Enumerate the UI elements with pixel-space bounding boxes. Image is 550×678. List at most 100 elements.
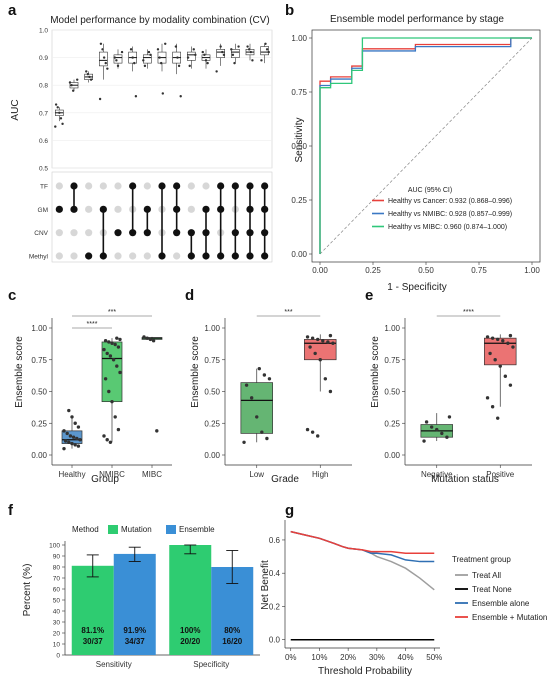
panel-a-point bbox=[247, 48, 251, 51]
panel-a-upset-dot-off bbox=[114, 205, 122, 213]
panel-g-legend-label: Ensemble alone bbox=[472, 599, 530, 608]
panel-c-point bbox=[145, 336, 149, 340]
panel-a-upset-dot-on bbox=[85, 252, 93, 260]
panel-a-upset-dot-off bbox=[114, 252, 122, 260]
panel-a-point bbox=[231, 53, 235, 57]
panel-e-point bbox=[440, 431, 444, 436]
panel-e-point bbox=[493, 358, 497, 362]
panel-g-xtick: 40% bbox=[398, 653, 414, 662]
panel-b-ytick: 0.75 bbox=[291, 88, 307, 97]
panel-c-point bbox=[102, 347, 106, 352]
panel-e-point bbox=[490, 336, 495, 340]
panel-a-point bbox=[70, 84, 73, 87]
panel-e-ytick: 1.00 bbox=[384, 324, 400, 333]
panel-c-xtick: NMIBC bbox=[99, 470, 125, 479]
panel-d-chart: Grade Ensemble score 0.00 0.25 0.50 0.75 1.0… bbox=[190, 309, 352, 485]
panel-d-point bbox=[316, 434, 320, 438]
panel-a-point bbox=[221, 50, 224, 54]
panel-f-legend-label: Mutation bbox=[121, 525, 152, 534]
panel-c-point bbox=[62, 429, 66, 433]
panel-e-point bbox=[511, 345, 515, 349]
panel-a-ytick: 0.6 bbox=[39, 138, 48, 145]
panel-d-point bbox=[326, 340, 330, 344]
panel-e-signif-label: **** bbox=[463, 309, 474, 316]
panel-a-upset-dot-off bbox=[55, 252, 63, 260]
panel-a-upset-dot-off bbox=[70, 252, 78, 260]
panel-d-ylabel: Ensemble score bbox=[190, 336, 201, 408]
panel-a-point bbox=[116, 64, 120, 68]
panel-a-point bbox=[149, 53, 152, 57]
panel-a-point bbox=[219, 45, 222, 48]
panel-g-chart: Threshold Probability Net Benefit Treatm… bbox=[260, 520, 547, 677]
panel-a-point bbox=[133, 61, 136, 65]
panel-a-box bbox=[260, 46, 269, 56]
panel-f-chart: Method Percent (%) 0 10 20 30 40 50 60 70 80 90 10… bbox=[22, 525, 260, 669]
panel-e-point bbox=[506, 341, 510, 345]
panel-c-ytick: 0.75 bbox=[31, 356, 47, 365]
panel-b-xtick: 0.00 bbox=[312, 266, 328, 275]
panel-e-point bbox=[422, 439, 426, 443]
panel-c-xlabel: Group bbox=[91, 474, 119, 485]
panel-e-point bbox=[424, 420, 429, 424]
panel-a-upset-dot-off bbox=[99, 182, 107, 190]
panel-c-point bbox=[65, 431, 69, 436]
panel-a-point bbox=[68, 81, 72, 84]
panel-label-e: e bbox=[365, 287, 373, 304]
panel-c-point bbox=[155, 429, 159, 433]
panel-d-xtick: Low bbox=[249, 470, 264, 479]
panel-a-upset-dot-off bbox=[187, 182, 195, 190]
panel-d-xlabel: Grade bbox=[271, 474, 299, 485]
panel-c-ytick: 1.00 bbox=[31, 324, 47, 333]
panel-e-point bbox=[435, 427, 439, 432]
panel-d-point bbox=[249, 396, 254, 400]
panel-c-point bbox=[107, 389, 111, 394]
panel-c-point bbox=[118, 370, 122, 375]
panel-e-point bbox=[503, 374, 508, 378]
panel-e-point bbox=[445, 435, 449, 439]
panel-a-point bbox=[264, 42, 267, 45]
panel-g-xtick: 20% bbox=[340, 653, 356, 662]
panel-a-point bbox=[113, 56, 116, 59]
panel-f-bar bbox=[169, 545, 212, 655]
panel-d-point bbox=[310, 430, 315, 434]
panel-f-ytick: 10 bbox=[53, 642, 61, 649]
panel-c-chart: Group Ensemble score 0.00 0.25 0.50 0.75 1.0… bbox=[14, 309, 172, 485]
panel-e-point bbox=[447, 415, 452, 419]
panel-d-point bbox=[305, 335, 310, 339]
panel-d-point bbox=[328, 333, 333, 338]
panel-c-point bbox=[73, 443, 77, 447]
panel-c-point bbox=[110, 341, 114, 345]
panel-e-xtick: Positive bbox=[486, 470, 515, 479]
panel-c-ytick: 0.25 bbox=[31, 419, 47, 428]
panel-a-point bbox=[89, 78, 93, 81]
panel-f-ytick: 60 bbox=[53, 587, 61, 594]
panel-a-box bbox=[187, 51, 196, 61]
panel-a-point bbox=[267, 50, 270, 54]
panel-c-point bbox=[116, 345, 121, 349]
panel-a-point bbox=[177, 64, 181, 68]
panel-label-a: a bbox=[8, 2, 17, 19]
panel-a-point bbox=[102, 56, 106, 59]
panel-a-upset-dot-off bbox=[85, 205, 93, 213]
panel-a-point bbox=[222, 53, 226, 57]
panel-a-upset-dot-on bbox=[202, 205, 210, 213]
panel-a-point bbox=[179, 95, 182, 98]
panel-d-point bbox=[305, 427, 310, 432]
panel-c-point bbox=[108, 440, 113, 444]
panel-a-upset-rowlabel: GM bbox=[38, 207, 48, 214]
panel-a-upset-dot-off bbox=[55, 182, 63, 190]
panel-a-upset-rowlabel: CNV bbox=[34, 230, 48, 237]
panel-c-point bbox=[67, 408, 71, 413]
panel-e-ylabel: Ensemble score bbox=[370, 336, 381, 408]
panel-a-ylabel: AUC bbox=[10, 99, 21, 120]
panel-d-box bbox=[240, 382, 273, 434]
panel-b-legend-title: AUC (95% CI) bbox=[408, 187, 452, 194]
panel-f-bar-label: 34/37 bbox=[125, 637, 146, 646]
panel-f-ytick: 50 bbox=[53, 598, 61, 605]
panel-a-upset-dot-on bbox=[99, 205, 107, 213]
panel-a-point bbox=[88, 75, 91, 79]
panel-a-box bbox=[99, 51, 108, 67]
panel-e-point bbox=[496, 337, 500, 342]
panel-e-point bbox=[485, 335, 490, 339]
panel-d-ytick: 1.00 bbox=[204, 324, 220, 333]
